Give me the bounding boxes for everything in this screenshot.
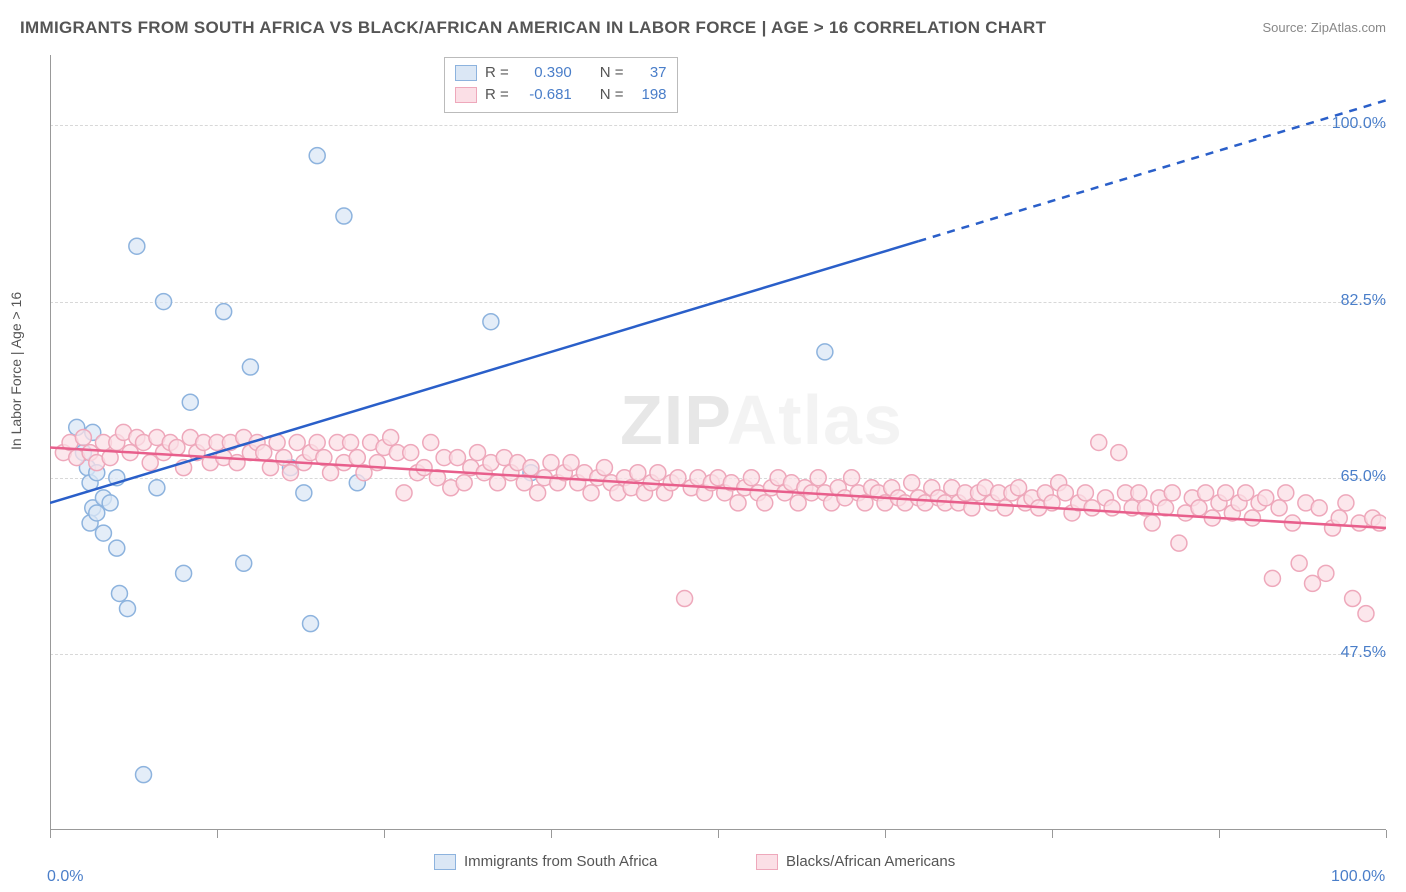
- legend-bottom-sa: Immigrants from South Africa: [434, 853, 657, 870]
- xtick-label: 100.0%: [1331, 868, 1385, 886]
- ytick-label: 65.0%: [1341, 468, 1386, 486]
- legend-bottom-swatch-sa: [434, 854, 456, 870]
- legend-row-baa: R = -0.681 N = 198: [455, 84, 667, 106]
- y-axis-label: In Labor Force | Age > 16: [8, 292, 24, 450]
- legend-swatch-baa: [455, 87, 477, 103]
- ytick-label: 82.5%: [1341, 292, 1386, 310]
- ytick-label: 47.5%: [1341, 644, 1386, 662]
- legend-swatch-sa: [455, 65, 477, 81]
- legend-bottom-swatch-baa: [756, 854, 778, 870]
- chart-title: IMMIGRANTS FROM SOUTH AFRICA VS BLACK/AF…: [20, 18, 1046, 38]
- xtick-label: 0.0%: [47, 868, 83, 886]
- legend-row-sa: R = 0.390 N = 37: [455, 62, 667, 84]
- ytick-label: 100.0%: [1332, 115, 1386, 133]
- legend-bottom-baa: Blacks/African Americans: [756, 853, 955, 870]
- source-attribution: Source: ZipAtlas.com: [1262, 20, 1386, 35]
- chart-svg: [50, 55, 1386, 830]
- legend-correlation-box: R = 0.390 N = 37 R = -0.681 N = 198: [444, 57, 678, 113]
- chart-container: IMMIGRANTS FROM SOUTH AFRICA VS BLACK/AF…: [0, 0, 1406, 892]
